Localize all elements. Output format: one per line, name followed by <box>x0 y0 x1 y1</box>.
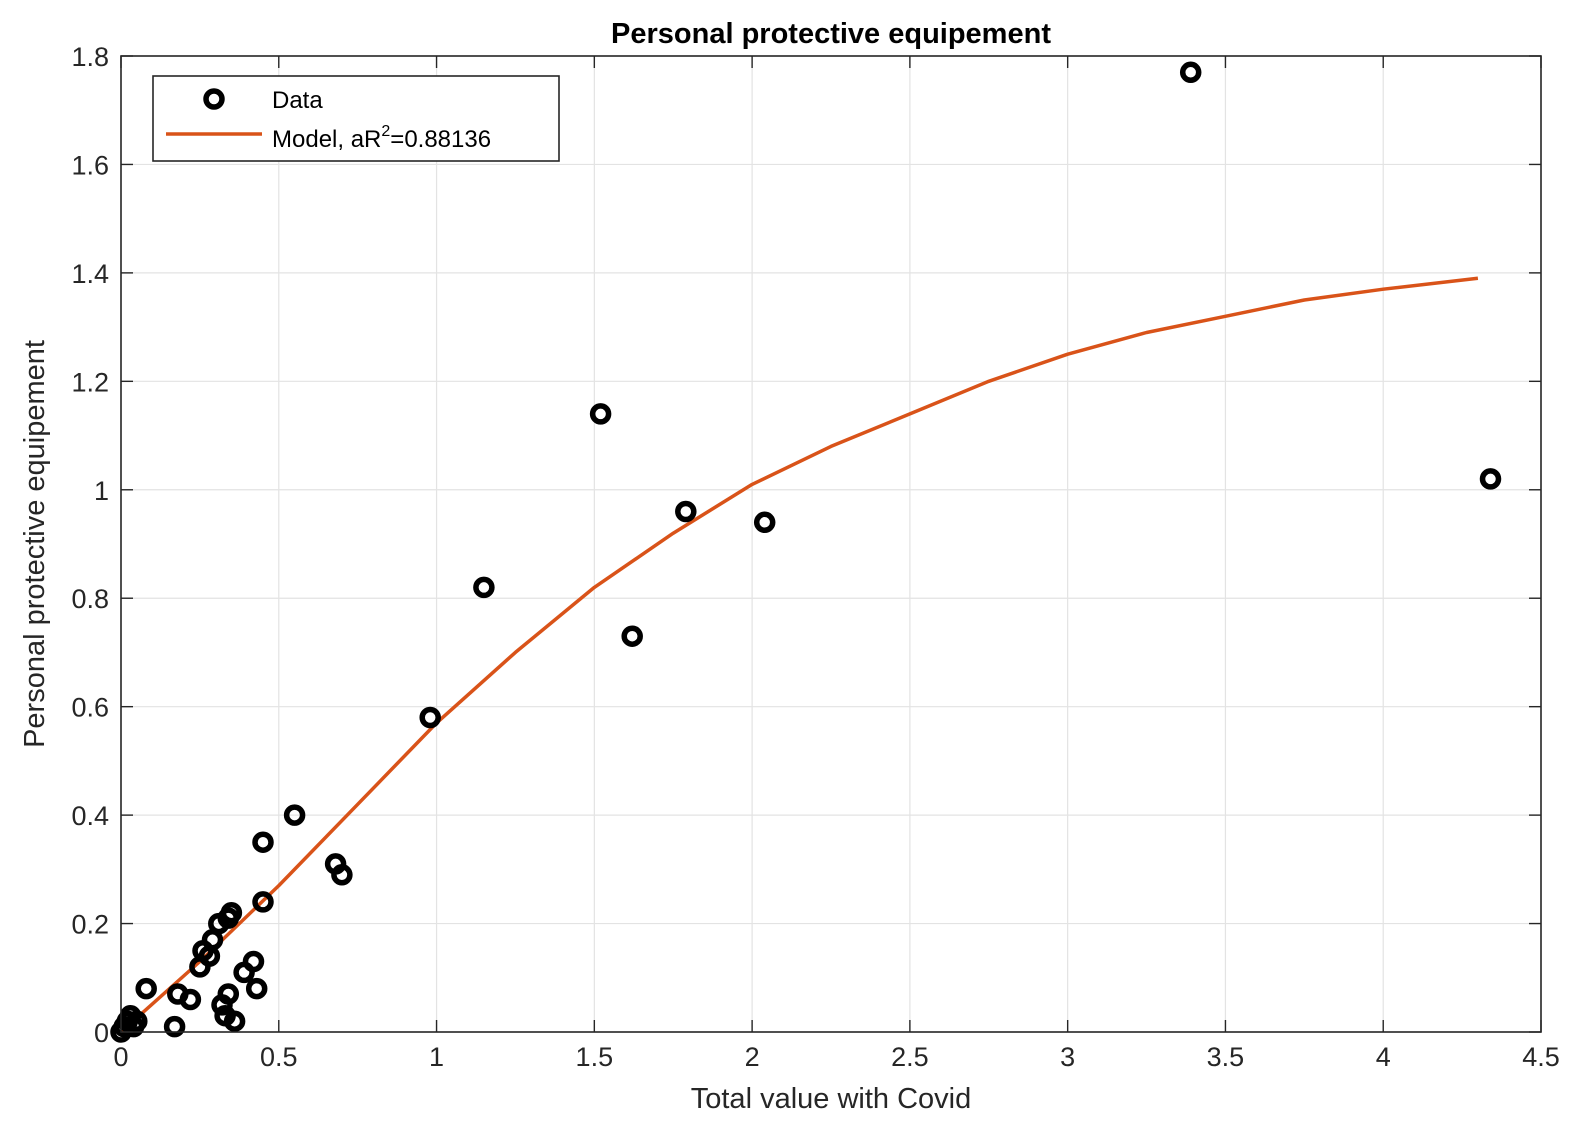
x-tick-label: 1 <box>429 1042 444 1072</box>
data-point <box>1179 61 1202 84</box>
x-tick-label: 4 <box>1376 1042 1391 1072</box>
y-tick-label: 0 <box>94 1018 109 1048</box>
model-line <box>119 276 1479 1034</box>
x-tick-label: 0 <box>113 1042 128 1072</box>
data-point <box>252 891 274 913</box>
data-point <box>1479 468 1502 490</box>
model-layer <box>119 276 1479 1034</box>
data-point <box>242 950 265 973</box>
legend: Data Model, aR2=0.88136 <box>152 75 560 162</box>
x-tick-label: 3 <box>1060 1042 1075 1072</box>
data-point <box>283 804 306 826</box>
legend-model-suffix: =0.88136 <box>390 126 491 153</box>
x-axis-label: Total value with Covid <box>691 1083 971 1115</box>
y-tick-label: 0.2 <box>71 910 109 940</box>
points-layer <box>110 61 1502 1043</box>
x-tick-label: 4.5 <box>1522 1042 1560 1072</box>
legend-model-sup: 2 <box>381 123 390 140</box>
data-point <box>589 403 612 425</box>
plot-area <box>121 56 1541 1032</box>
data-point <box>675 500 697 523</box>
data-point <box>331 864 353 886</box>
data-point <box>179 988 202 1011</box>
data-point <box>252 831 274 853</box>
data-point <box>621 625 643 647</box>
chart-title: Personal protective equipement <box>611 18 1051 50</box>
y-tick-label: 0.6 <box>71 693 109 723</box>
x-tick-label: 1.5 <box>576 1042 614 1072</box>
data-point <box>223 1010 246 1032</box>
data-point <box>419 706 441 729</box>
y-tick-label: 1.2 <box>71 367 109 397</box>
data-point <box>220 901 243 924</box>
data-point <box>217 983 240 1005</box>
y-tick-label: 1 <box>94 476 109 506</box>
ticks: 0 0.5 1 1.5 2 2.5 3 3.5 4 4.5 0 0.2 0.4 0.6 0.8 1 1.2 1.4… <box>71 42 1559 1072</box>
plot-frame <box>120 55 1542 1033</box>
data-point <box>135 977 157 1000</box>
legend-model-label: Model, aR2=0.88136 <box>272 123 491 153</box>
legend-box <box>152 75 560 162</box>
y-tick-label: 0.4 <box>71 801 109 831</box>
y-tick-label: 1.8 <box>71 42 109 72</box>
y-tick-label: 1.4 <box>71 259 109 289</box>
legend-data-marker <box>203 88 225 110</box>
x-tick-label: 3.5 <box>1207 1042 1245 1072</box>
legend-data-label: Data <box>272 87 323 114</box>
x-tick-label: 2 <box>745 1042 760 1072</box>
data-point <box>126 1010 148 1032</box>
x-tick-label: 0.5 <box>260 1042 298 1072</box>
data-point <box>245 977 268 1000</box>
data-point <box>753 511 776 534</box>
legend-model-prefix: Model, aR <box>272 126 381 153</box>
y-tick-label: 1.6 <box>71 150 109 180</box>
y-axis-label: Personal protective equipement <box>19 340 51 748</box>
data-point <box>473 576 495 599</box>
x-tick-label: 2.5 <box>891 1042 929 1072</box>
y-tick-label: 0.8 <box>71 584 109 614</box>
data-point <box>163 1015 186 1038</box>
